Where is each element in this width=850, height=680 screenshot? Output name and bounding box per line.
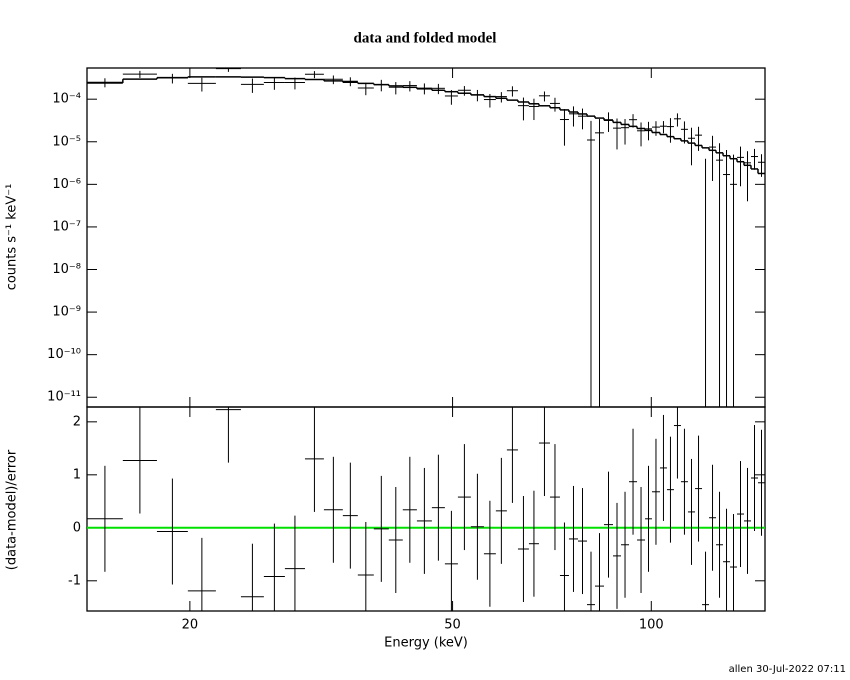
y-tick-label: 10⁻¹¹ (47, 390, 81, 405)
chart-title: data and folded model (354, 30, 497, 46)
plot-frame (86, 406, 766, 612)
y-tick-label: -1 (68, 573, 81, 588)
plot-frame (86, 67, 766, 408)
x-axis-label: Energy (keV) (384, 636, 468, 651)
y-axis-label: counts s⁻¹ keV⁻¹ (5, 184, 20, 291)
y-axis-label: (data-model)/error (5, 449, 20, 570)
y-tick-label: 10⁻⁵ (52, 134, 81, 149)
x-tick-label: 50 (444, 618, 461, 633)
y-tick-label: 10⁻⁴ (52, 92, 81, 107)
y-tick-label: 0 (73, 520, 81, 535)
y-tick-label: 1 (73, 467, 81, 482)
footer: allen 30-Jul-2022 07:11 (729, 664, 846, 675)
y-tick-label: 10⁻⁶ (52, 177, 81, 192)
x-tick-label: 20 (182, 618, 199, 633)
y-tick-label: 10⁻¹⁰ (47, 347, 81, 362)
y-tick-label: 10⁻⁸ (52, 262, 81, 277)
y-tick-label: 10⁻⁹ (52, 305, 81, 320)
x-tick-label: 100 (639, 618, 664, 633)
y-tick-label: 10⁻⁷ (52, 219, 81, 234)
y-tick-label: 2 (73, 414, 81, 429)
